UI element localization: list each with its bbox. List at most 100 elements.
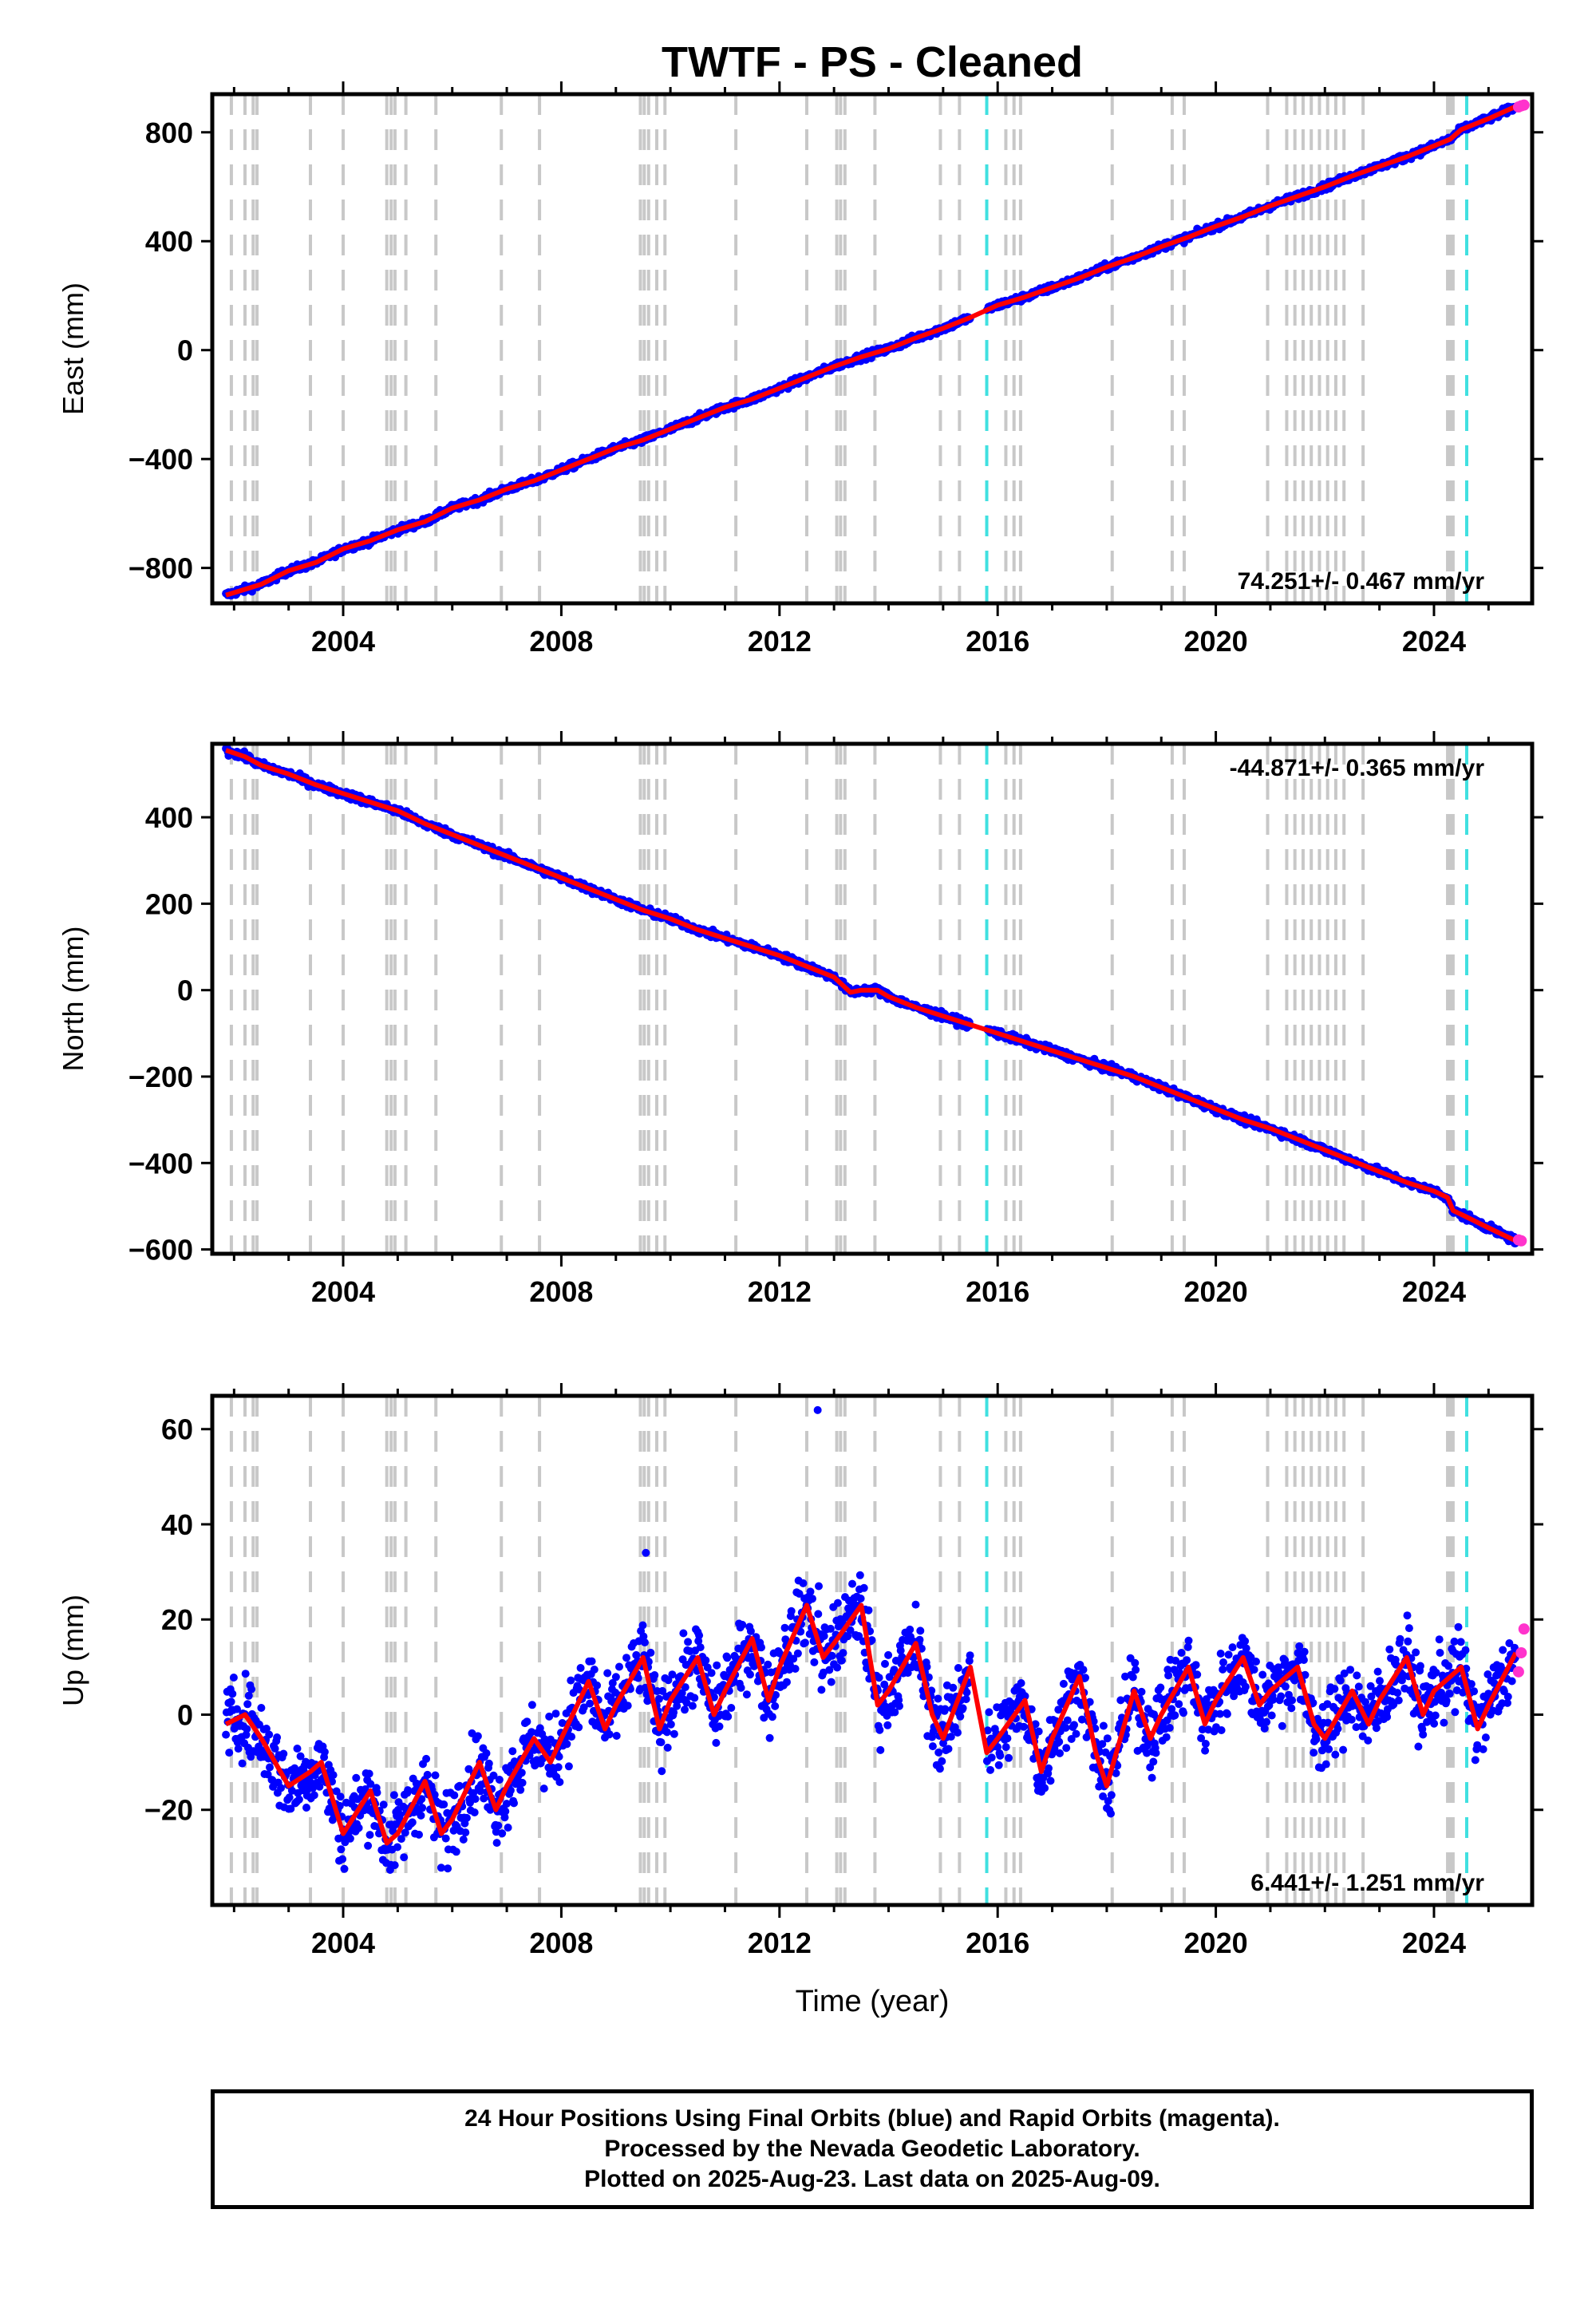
observation-point (678, 1689, 686, 1697)
x-tick-label: 2020 (1184, 625, 1248, 658)
observation-point (400, 1853, 409, 1862)
observation-point (516, 1785, 525, 1794)
observation-point (473, 1732, 482, 1741)
observation-point (590, 1666, 598, 1674)
observation-point (520, 1737, 529, 1746)
observation-point (484, 1759, 493, 1768)
observation-point (364, 1841, 373, 1850)
observation-point (430, 1790, 439, 1799)
observation-point (650, 1671, 659, 1679)
observation-point (564, 1762, 573, 1771)
x-tick-label: 2012 (748, 1275, 812, 1308)
observation-point (664, 1676, 673, 1685)
x-tick-label: 2008 (529, 625, 593, 658)
observation-point (470, 1808, 479, 1816)
x-tick-label: 2004 (311, 1275, 375, 1308)
x-tick-label: 2012 (748, 625, 812, 658)
observation-point (657, 1738, 666, 1747)
observation-point (476, 1787, 485, 1796)
observation-point (315, 1782, 324, 1791)
observation-point (495, 1776, 504, 1784)
observation-point (227, 1697, 235, 1706)
y-axis-title: East (mm) (57, 283, 89, 415)
x-tick-label: 2016 (966, 625, 1029, 658)
observation-point (222, 1730, 231, 1739)
observation-point (701, 1656, 710, 1665)
panel-frame (210, 741, 1535, 1256)
observation-point (545, 1712, 554, 1721)
y-tick-label: 400 (145, 801, 193, 834)
observation-point (265, 1730, 274, 1739)
observation-point (655, 1694, 663, 1703)
y-tick-label: −200 (128, 1061, 193, 1093)
observation-point (482, 1749, 491, 1757)
observation-point (738, 1620, 747, 1629)
observation-point (712, 1738, 721, 1747)
observation-point (587, 1657, 596, 1666)
observation-point (471, 1795, 480, 1804)
observation-point (558, 1719, 567, 1727)
observation-point (238, 1759, 247, 1768)
x-tick-label: 2020 (1184, 1275, 1248, 1308)
observation-point (690, 1694, 699, 1702)
observation-point (523, 1717, 531, 1726)
observation-point (234, 1745, 243, 1753)
observation-point (539, 1784, 548, 1793)
observation-point (510, 1799, 518, 1808)
x-tick-label: 2024 (1402, 625, 1466, 658)
observation-point (666, 1720, 675, 1729)
observation-point (408, 1818, 417, 1827)
observation-point (638, 1621, 647, 1630)
observation-point (262, 1725, 271, 1733)
model-fit-line (225, 748, 1517, 1243)
observation-point (366, 1780, 375, 1788)
observation-point (329, 1771, 338, 1780)
observation-point (662, 1728, 671, 1737)
observation-point (396, 1810, 405, 1819)
y-tick-label: −400 (128, 443, 193, 476)
observation-point (243, 1725, 251, 1733)
observation-point (639, 1632, 648, 1641)
observation-point (397, 1835, 405, 1844)
observation-point (634, 1674, 642, 1682)
observation-point (296, 1752, 305, 1761)
observation-point (450, 1791, 459, 1800)
observation-point (393, 1843, 401, 1852)
observation-point (727, 1704, 736, 1712)
observation-point (468, 1729, 476, 1737)
observation-point (437, 1863, 445, 1872)
observation-point (622, 1654, 630, 1662)
observation-point (401, 1828, 409, 1837)
chart-title: TWTF - PS - Cleaned (662, 38, 1083, 86)
observation-point (567, 1676, 575, 1685)
observation-point (229, 1674, 238, 1682)
observation-point (462, 1813, 471, 1822)
observation-point (742, 1690, 751, 1699)
observation-point (623, 1701, 632, 1710)
observation-point (605, 1730, 614, 1739)
observation-point (593, 1681, 602, 1690)
observation-point (452, 1848, 460, 1856)
y-tick-label: −600 (128, 1234, 193, 1267)
observation-point (379, 1800, 388, 1809)
observation-point (417, 1811, 425, 1820)
observation-point (615, 1662, 623, 1671)
observation-point (244, 1691, 253, 1700)
observation-point (723, 1654, 732, 1662)
observation-point (346, 1834, 354, 1843)
observation-point (423, 1770, 432, 1779)
rapid-orbit-point (1515, 1235, 1527, 1247)
observation-point (243, 1700, 252, 1709)
observation-point (480, 1794, 488, 1803)
observation-point (441, 1834, 450, 1843)
observation-point (444, 1864, 452, 1873)
observation-point (611, 1673, 620, 1682)
observation-point (352, 1773, 361, 1782)
observation-point (455, 1781, 464, 1790)
observation-point (459, 1836, 468, 1844)
observation-point (713, 1661, 721, 1670)
observation-point (294, 1795, 303, 1804)
